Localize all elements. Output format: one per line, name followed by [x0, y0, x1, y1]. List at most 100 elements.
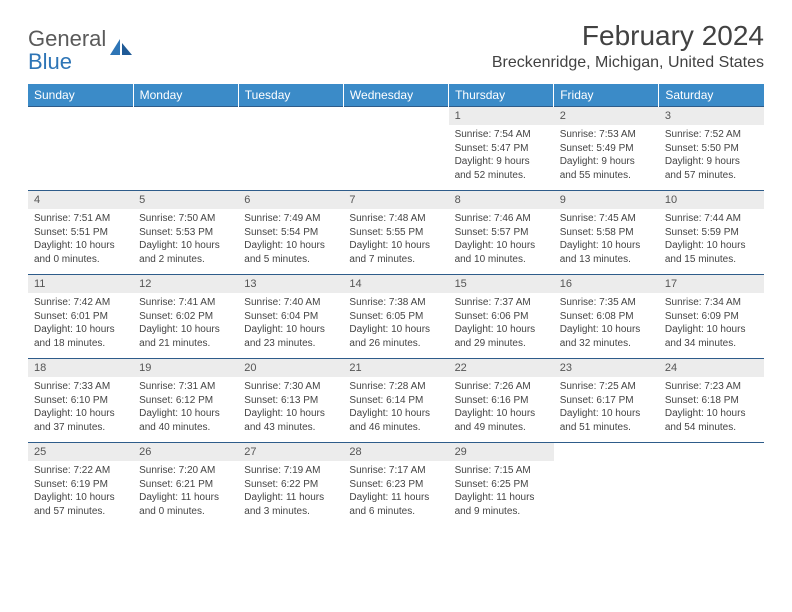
daylight-line: Daylight: 10 hours and 51 minutes. [560, 407, 653, 434]
daylight-line: Daylight: 10 hours and 43 minutes. [244, 407, 337, 434]
daylight-line: Daylight: 11 hours and 3 minutes. [244, 491, 337, 518]
day-header: Wednesday [343, 84, 448, 107]
day-number: 11 [28, 275, 133, 293]
sunrise-line: Sunrise: 7:35 AM [560, 296, 653, 310]
sunrise-line: Sunrise: 7:52 AM [665, 128, 758, 142]
sunrise-line: Sunrise: 7:40 AM [244, 296, 337, 310]
day-number: 17 [659, 275, 764, 293]
day-cell: 10Sunrise: 7:44 AMSunset: 5:59 PMDayligh… [659, 191, 764, 275]
day-body: Sunrise: 7:17 AMSunset: 6:23 PMDaylight:… [343, 461, 448, 526]
day-body: Sunrise: 7:42 AMSunset: 6:01 PMDaylight:… [28, 293, 133, 358]
day-body: Sunrise: 7:45 AMSunset: 5:58 PMDaylight:… [554, 209, 659, 274]
sail-icon [110, 39, 134, 57]
sunrise-line: Sunrise: 7:30 AM [244, 380, 337, 394]
day-number: 26 [133, 443, 238, 461]
sunset-line: Sunset: 6:09 PM [665, 310, 758, 324]
sunset-line: Sunset: 5:50 PM [665, 142, 758, 156]
sunrise-line: Sunrise: 7:19 AM [244, 464, 337, 478]
sunset-line: Sunset: 5:55 PM [349, 226, 442, 240]
daylight-line: Daylight: 10 hours and 15 minutes. [665, 239, 758, 266]
sunrise-line: Sunrise: 7:26 AM [455, 380, 548, 394]
day-cell: .. [133, 107, 238, 191]
day-body: Sunrise: 7:30 AMSunset: 6:13 PMDaylight:… [238, 377, 343, 442]
day-cell: 18Sunrise: 7:33 AMSunset: 6:10 PMDayligh… [28, 359, 133, 443]
day-body: Sunrise: 7:33 AMSunset: 6:10 PMDaylight:… [28, 377, 133, 442]
sunrise-line: Sunrise: 7:42 AM [34, 296, 127, 310]
day-body: Sunrise: 7:37 AMSunset: 6:06 PMDaylight:… [449, 293, 554, 358]
sunrise-line: Sunrise: 7:22 AM [34, 464, 127, 478]
day-header-row: SundayMondayTuesdayWednesdayThursdayFrid… [28, 84, 764, 107]
sunset-line: Sunset: 6:23 PM [349, 478, 442, 492]
sunrise-line: Sunrise: 7:49 AM [244, 212, 337, 226]
daylight-line: Daylight: 9 hours and 57 minutes. [665, 155, 758, 182]
day-cell: 5Sunrise: 7:50 AMSunset: 5:53 PMDaylight… [133, 191, 238, 275]
daylight-line: Daylight: 11 hours and 0 minutes. [139, 491, 232, 518]
day-body: Sunrise: 7:22 AMSunset: 6:19 PMDaylight:… [28, 461, 133, 526]
day-number: 29 [449, 443, 554, 461]
day-body: Sunrise: 7:20 AMSunset: 6:21 PMDaylight:… [133, 461, 238, 526]
day-number: 23 [554, 359, 659, 377]
day-number: 12 [133, 275, 238, 293]
day-body: Sunrise: 7:35 AMSunset: 6:08 PMDaylight:… [554, 293, 659, 358]
day-cell: 17Sunrise: 7:34 AMSunset: 6:09 PMDayligh… [659, 275, 764, 359]
week-row: 25Sunrise: 7:22 AMSunset: 6:19 PMDayligh… [28, 443, 764, 527]
day-number: 6 [238, 191, 343, 209]
daylight-line: Daylight: 10 hours and 46 minutes. [349, 407, 442, 434]
sunrise-line: Sunrise: 7:25 AM [560, 380, 653, 394]
daylight-line: Daylight: 10 hours and 23 minutes. [244, 323, 337, 350]
sunrise-line: Sunrise: 7:45 AM [560, 212, 653, 226]
day-cell: 12Sunrise: 7:41 AMSunset: 6:02 PMDayligh… [133, 275, 238, 359]
day-cell: 15Sunrise: 7:37 AMSunset: 6:06 PMDayligh… [449, 275, 554, 359]
day-cell: 13Sunrise: 7:40 AMSunset: 6:04 PMDayligh… [238, 275, 343, 359]
day-number: 24 [659, 359, 764, 377]
day-header: Saturday [659, 84, 764, 107]
sunset-line: Sunset: 5:51 PM [34, 226, 127, 240]
calendar-table: SundayMondayTuesdayWednesdayThursdayFrid… [28, 84, 764, 526]
sunset-line: Sunset: 6:18 PM [665, 394, 758, 408]
sunset-line: Sunset: 6:21 PM [139, 478, 232, 492]
day-cell: 27Sunrise: 7:19 AMSunset: 6:22 PMDayligh… [238, 443, 343, 527]
day-cell: 6Sunrise: 7:49 AMSunset: 5:54 PMDaylight… [238, 191, 343, 275]
sunrise-line: Sunrise: 7:51 AM [34, 212, 127, 226]
day-cell: 22Sunrise: 7:26 AMSunset: 6:16 PMDayligh… [449, 359, 554, 443]
day-number: 13 [238, 275, 343, 293]
sunrise-line: Sunrise: 7:17 AM [349, 464, 442, 478]
day-cell: 9Sunrise: 7:45 AMSunset: 5:58 PMDaylight… [554, 191, 659, 275]
daylight-line: Daylight: 10 hours and 10 minutes. [455, 239, 548, 266]
day-cell: .. [343, 107, 448, 191]
day-number: 20 [238, 359, 343, 377]
day-body: Sunrise: 7:52 AMSunset: 5:50 PMDaylight:… [659, 125, 764, 190]
day-cell: 20Sunrise: 7:30 AMSunset: 6:13 PMDayligh… [238, 359, 343, 443]
day-number: 10 [659, 191, 764, 209]
day-number: 28 [343, 443, 448, 461]
daylight-line: Daylight: 9 hours and 52 minutes. [455, 155, 548, 182]
day-header: Tuesday [238, 84, 343, 107]
day-cell: 4Sunrise: 7:51 AMSunset: 5:51 PMDaylight… [28, 191, 133, 275]
day-cell: 7Sunrise: 7:48 AMSunset: 5:55 PMDaylight… [343, 191, 448, 275]
sunrise-line: Sunrise: 7:41 AM [139, 296, 232, 310]
day-number: 27 [238, 443, 343, 461]
sunset-line: Sunset: 6:01 PM [34, 310, 127, 324]
sunrise-line: Sunrise: 7:20 AM [139, 464, 232, 478]
sunset-line: Sunset: 5:57 PM [455, 226, 548, 240]
header: General Blue February 2024 Breckenridge,… [28, 20, 764, 74]
sunset-line: Sunset: 6:13 PM [244, 394, 337, 408]
sunrise-line: Sunrise: 7:50 AM [139, 212, 232, 226]
sunset-line: Sunset: 6:06 PM [455, 310, 548, 324]
day-body: Sunrise: 7:54 AMSunset: 5:47 PMDaylight:… [449, 125, 554, 190]
title-block: February 2024 Breckenridge, Michigan, Un… [492, 20, 764, 72]
day-header: Friday [554, 84, 659, 107]
sunrise-line: Sunrise: 7:38 AM [349, 296, 442, 310]
day-cell: 8Sunrise: 7:46 AMSunset: 5:57 PMDaylight… [449, 191, 554, 275]
sunset-line: Sunset: 6:04 PM [244, 310, 337, 324]
sunset-line: Sunset: 5:49 PM [560, 142, 653, 156]
daylight-line: Daylight: 10 hours and 57 minutes. [34, 491, 127, 518]
day-cell: 3Sunrise: 7:52 AMSunset: 5:50 PMDaylight… [659, 107, 764, 191]
day-body: Sunrise: 7:40 AMSunset: 6:04 PMDaylight:… [238, 293, 343, 358]
daylight-line: Daylight: 10 hours and 18 minutes. [34, 323, 127, 350]
daylight-line: Daylight: 10 hours and 49 minutes. [455, 407, 548, 434]
daylight-line: Daylight: 10 hours and 54 minutes. [665, 407, 758, 434]
day-number: 4 [28, 191, 133, 209]
month-title: February 2024 [492, 20, 764, 52]
sunrise-line: Sunrise: 7:31 AM [139, 380, 232, 394]
